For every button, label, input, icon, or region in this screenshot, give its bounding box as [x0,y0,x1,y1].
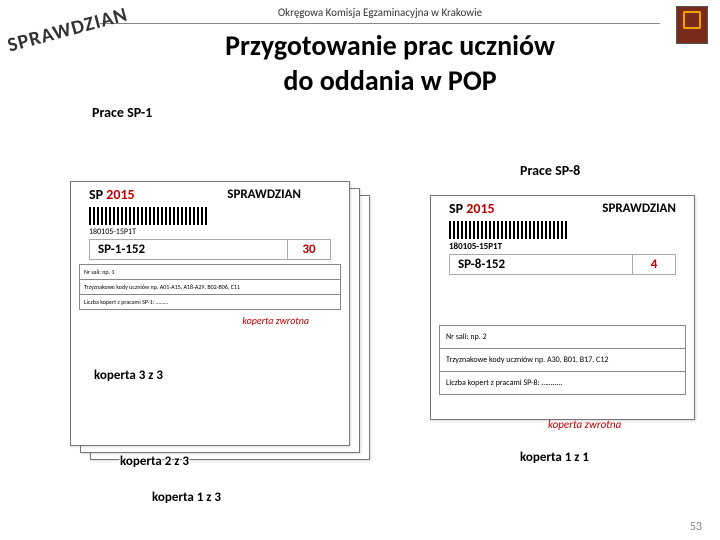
label-prace-sp8: Prace SP-8 [520,162,580,179]
koperta-1z3: koperta 1 z 3 [152,490,221,505]
koperta-1z1: koperta 1 z 1 [520,450,589,465]
koperta-2z3: koperta 2 z 3 [120,454,189,469]
barcode-text: 180105-15P1T [89,227,349,237]
row-kody: Trzyznakowe kody uczniów np. A01-A15, A1… [80,279,340,294]
koperta-3z3: koperta 3 z 3 [94,368,163,383]
envelope-left-1: SP 2015 SPRAWDZIAN 180105-15P1T SP-1-152… [70,181,350,446]
count-value-r: 4 [632,254,676,275]
count-value: 30 [287,239,331,260]
sp-text: SP [89,186,103,203]
row-sala-r: Nr sali: np. 2 [440,326,685,348]
label-prace-sp1: Prace SP-1 [92,104,152,121]
code-value-r: SP-8-152 [449,254,632,275]
barcode-icon-r [449,221,569,239]
barcode-text-r: 180105-15P1T [449,241,694,252]
koperta-zwrotna-right: koperta zwrotna [548,418,621,431]
sp-label: SP 2015 [89,186,135,203]
sp-label-r: SP 2015 [449,200,495,217]
sp-text-r: SP [449,200,463,217]
code-bar: SP-1-152 30 [89,239,331,260]
title-line-2: do oddania w POP [120,63,660,98]
year-r: 2015 [466,200,494,217]
barcode-icon [89,207,209,225]
exam-name-r: SPRAWDZIAN [602,201,676,216]
code-bar-r: SP-8-152 4 [449,254,676,275]
org-header: Okręgowa Komisja Egzaminacyjna w Krakowi… [100,6,660,24]
title-line-1: Przygotowanie prac uczniów [225,28,555,63]
year: 2015 [106,186,134,203]
envelope-right: SP 2015 SPRAWDZIAN 180105-15P1T SP-8-152… [430,195,695,420]
row-kody-r: Trzyznakowe kody uczniów np. A30, B01, B… [440,348,685,371]
stamp-sprawdzian: SPRAWDZIAN [5,2,130,57]
row-sala: Nr sali: np. 1 [80,265,340,279]
page-number: 53 [690,520,702,534]
code-value: SP-1-152 [89,239,287,260]
info-table: Nr sali: np. 1 Trzyznakowe kody uczniów … [79,264,341,310]
exam-name: SPRAWDZIAN [227,187,301,202]
oke-logo [676,6,708,44]
info-table-r: Nr sali: np. 2 Trzyznakowe kody uczniów … [439,325,686,395]
koperta-zwrotna-left: koperta zwrotna [71,310,349,327]
page-title: Przygotowanie prac uczniów do oddania w … [120,28,660,98]
row-liczba: Liczba kopert z pracami SP-1: ……… [80,294,340,309]
row-liczba-r: Liczba kopert z pracami SP-8: ……..… [440,371,685,394]
